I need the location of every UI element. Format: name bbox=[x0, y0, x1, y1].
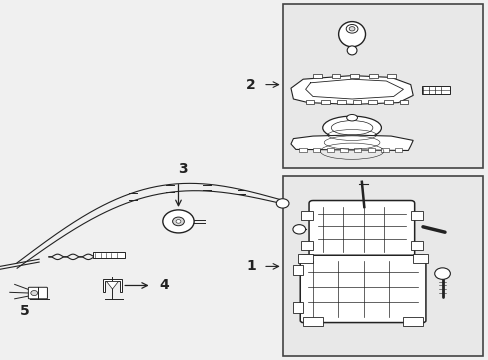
Polygon shape bbox=[106, 282, 118, 289]
Bar bbox=[293, 265, 303, 275]
Bar bbox=[410, 241, 422, 250]
Bar bbox=[394, 148, 402, 152]
Circle shape bbox=[163, 210, 194, 233]
Text: 2: 2 bbox=[245, 78, 255, 91]
Bar bbox=[399, 100, 407, 104]
Ellipse shape bbox=[322, 116, 381, 139]
Bar bbox=[336, 100, 345, 104]
Bar bbox=[353, 148, 361, 152]
Bar bbox=[349, 74, 358, 78]
FancyBboxPatch shape bbox=[308, 201, 414, 258]
Bar bbox=[367, 100, 376, 104]
Bar bbox=[312, 148, 320, 152]
Text: 4: 4 bbox=[159, 279, 168, 292]
FancyBboxPatch shape bbox=[28, 287, 47, 299]
Ellipse shape bbox=[346, 46, 356, 55]
Circle shape bbox=[172, 217, 184, 226]
Bar bbox=[321, 100, 329, 104]
Circle shape bbox=[346, 24, 357, 33]
Bar bbox=[300, 241, 312, 250]
Bar bbox=[381, 148, 388, 152]
Bar bbox=[410, 211, 422, 220]
Bar bbox=[421, 86, 449, 94]
Text: 1: 1 bbox=[245, 260, 255, 273]
Bar bbox=[352, 100, 361, 104]
Ellipse shape bbox=[338, 22, 365, 47]
Circle shape bbox=[434, 268, 449, 279]
Circle shape bbox=[31, 291, 38, 296]
Bar bbox=[298, 254, 312, 263]
Bar bbox=[282, 176, 482, 356]
Circle shape bbox=[176, 220, 181, 223]
Ellipse shape bbox=[346, 114, 357, 121]
Text: 5: 5 bbox=[20, 305, 29, 318]
Bar bbox=[293, 302, 303, 313]
Bar bbox=[367, 148, 374, 152]
Circle shape bbox=[276, 199, 288, 208]
Bar bbox=[305, 100, 314, 104]
Bar bbox=[282, 4, 482, 168]
Bar bbox=[386, 74, 395, 78]
Bar bbox=[93, 252, 124, 258]
FancyBboxPatch shape bbox=[300, 255, 425, 323]
Bar bbox=[331, 74, 340, 78]
Bar bbox=[340, 148, 347, 152]
Polygon shape bbox=[290, 76, 412, 104]
Bar bbox=[326, 148, 333, 152]
Polygon shape bbox=[290, 135, 412, 150]
Bar bbox=[383, 100, 392, 104]
Bar bbox=[312, 74, 321, 78]
Bar bbox=[368, 74, 377, 78]
Circle shape bbox=[348, 27, 354, 31]
Circle shape bbox=[292, 225, 305, 234]
Bar bbox=[299, 148, 306, 152]
Text: 3: 3 bbox=[178, 162, 188, 176]
Bar bbox=[300, 211, 312, 220]
Bar bbox=[412, 254, 427, 263]
Bar bbox=[303, 317, 322, 326]
Bar bbox=[403, 317, 422, 326]
Polygon shape bbox=[102, 279, 122, 292]
